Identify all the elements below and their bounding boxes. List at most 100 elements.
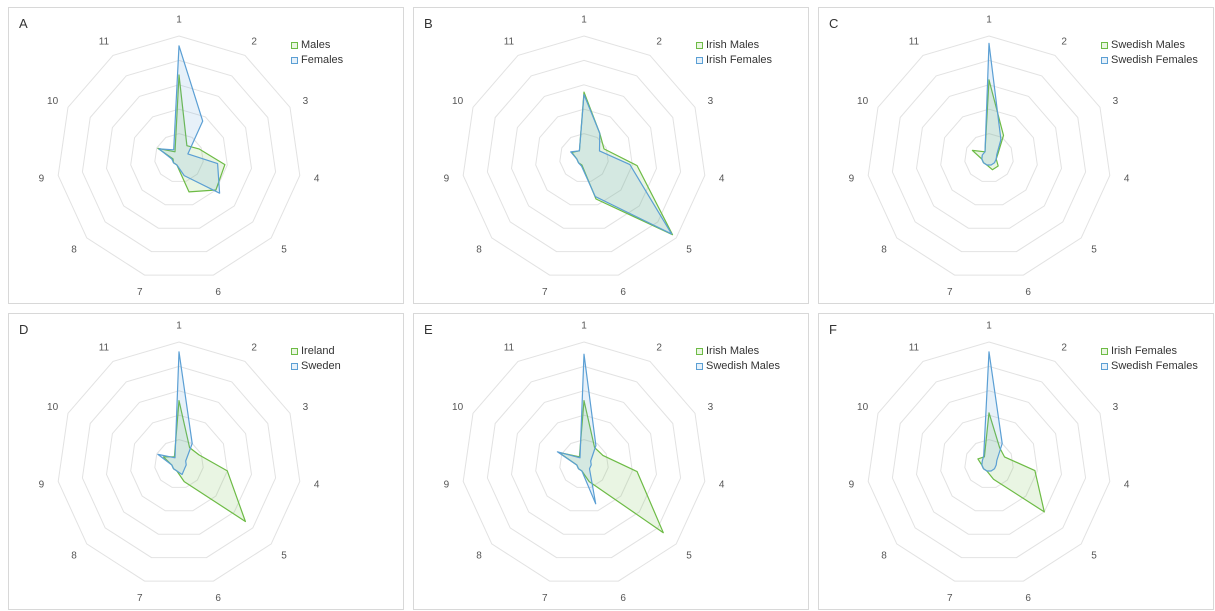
axis-label-4: 4 bbox=[1124, 173, 1130, 184]
legend-swatch bbox=[1101, 42, 1108, 49]
legend-swatch bbox=[696, 363, 703, 370]
series-1-area bbox=[977, 412, 1045, 513]
grid-ring bbox=[940, 414, 1038, 512]
legend-swatch bbox=[291, 42, 298, 49]
axis-label-1: 1 bbox=[176, 15, 182, 26]
axis-label-9: 9 bbox=[849, 479, 855, 490]
axis-label-5: 5 bbox=[1091, 245, 1097, 256]
axis-label-3: 3 bbox=[708, 96, 714, 107]
panel-letter: A bbox=[19, 16, 28, 31]
axis-label-6: 6 bbox=[620, 287, 626, 298]
axis-label-8: 8 bbox=[476, 551, 482, 562]
axis-label-2: 2 bbox=[1061, 343, 1067, 354]
grid-ring bbox=[510, 84, 658, 229]
panel-letter: F bbox=[829, 322, 837, 337]
radar-chart: 1 2 3 4 5 6 7 8 9 10 11 bbox=[444, 15, 725, 298]
axis-label-8: 8 bbox=[71, 551, 77, 562]
radar-panel-a: A 1 2 3 4 5 6 7 8 9 10 11 Males Females bbox=[8, 7, 404, 304]
radar-chart: 1 2 3 4 5 6 7 8 9 10 11 bbox=[849, 321, 1130, 604]
axis-label-3: 3 bbox=[303, 96, 309, 107]
axis-label-10: 10 bbox=[857, 402, 869, 413]
axis-label-2: 2 bbox=[656, 343, 662, 354]
legend-label: Irish Males bbox=[706, 39, 760, 51]
legend: Males Females bbox=[291, 38, 343, 68]
axis-label-2: 2 bbox=[656, 37, 662, 48]
series-1-area bbox=[162, 399, 246, 523]
grid-ring bbox=[486, 59, 682, 253]
legend-swatch bbox=[696, 348, 703, 355]
axis-label-11: 11 bbox=[909, 37, 920, 48]
axis-label-1: 1 bbox=[986, 321, 992, 332]
radar-panel-b: B 1 2 3 4 5 6 7 8 9 10 11 Irish Males Irish Females bbox=[413, 7, 809, 304]
axis-label-8: 8 bbox=[881, 551, 887, 562]
panel-letter: E bbox=[424, 322, 433, 337]
radar-panel-e: E 1 2 3 4 5 6 7 8 9 10 11 Irish Males Swedish Males bbox=[413, 313, 809, 610]
legend: Irish Males Irish Females bbox=[696, 38, 772, 68]
legend-item: Swedish Males bbox=[696, 359, 780, 374]
legend-item: Irish Females bbox=[1101, 344, 1198, 359]
legend-item: Irish Females bbox=[696, 53, 772, 68]
axis-label-11: 11 bbox=[504, 343, 515, 354]
grid-ring bbox=[891, 365, 1087, 559]
grid-ring bbox=[867, 341, 1111, 582]
axis-label-4: 4 bbox=[1124, 479, 1130, 490]
legend-item: Swedish Females bbox=[1101, 359, 1198, 374]
axis-label-7: 7 bbox=[542, 287, 548, 298]
axis-label-6: 6 bbox=[1025, 287, 1031, 298]
axis-label-6: 6 bbox=[620, 593, 626, 604]
series-2-area bbox=[570, 93, 673, 235]
grid-ring bbox=[57, 341, 301, 582]
legend-swatch bbox=[291, 57, 298, 64]
axis-label-9: 9 bbox=[39, 173, 45, 184]
grid-ring bbox=[535, 108, 633, 206]
axis-label-2: 2 bbox=[251, 343, 257, 354]
legend-swatch bbox=[696, 57, 703, 64]
axis-label-1: 1 bbox=[581, 15, 587, 26]
axis-label-7: 7 bbox=[947, 287, 953, 298]
legend-item: Sweden bbox=[291, 359, 341, 374]
legend-item: Females bbox=[291, 53, 343, 68]
grid-ring bbox=[535, 414, 633, 512]
legend-label: Irish Females bbox=[1111, 345, 1178, 357]
axis-label-5: 5 bbox=[281, 245, 287, 256]
legend-label: Males bbox=[301, 39, 331, 51]
grid-ring bbox=[462, 341, 706, 582]
legend-label: Ireland bbox=[301, 345, 335, 357]
axis-label-5: 5 bbox=[281, 551, 287, 562]
legend-swatch bbox=[1101, 57, 1108, 64]
legend-label: Swedish Males bbox=[1111, 39, 1185, 51]
axis-label-4: 4 bbox=[719, 173, 725, 184]
axis-label-5: 5 bbox=[686, 245, 692, 256]
axis-label-4: 4 bbox=[719, 479, 725, 490]
axis-label-2: 2 bbox=[1061, 37, 1067, 48]
grid-ring bbox=[81, 59, 277, 253]
axis-label-3: 3 bbox=[303, 402, 309, 413]
axis-label-11: 11 bbox=[99, 343, 110, 354]
axis-label-11: 11 bbox=[909, 343, 920, 354]
grid-ring bbox=[940, 108, 1038, 206]
axis-label-1: 1 bbox=[581, 321, 587, 332]
legend-swatch bbox=[696, 42, 703, 49]
legend-swatch bbox=[1101, 363, 1108, 370]
grid-ring bbox=[964, 439, 1014, 488]
axis-label-10: 10 bbox=[47, 96, 59, 107]
grid-ring bbox=[462, 35, 706, 276]
grid-ring bbox=[81, 365, 277, 559]
axis-label-9: 9 bbox=[39, 479, 45, 490]
grid-ring bbox=[867, 35, 1111, 276]
panel-letter: C bbox=[829, 16, 839, 31]
axis-label-1: 1 bbox=[176, 321, 182, 332]
axis-label-7: 7 bbox=[542, 593, 548, 604]
grid-ring bbox=[559, 133, 609, 182]
legend-swatch bbox=[1101, 348, 1108, 355]
axis-label-7: 7 bbox=[137, 593, 143, 604]
series-1-area bbox=[557, 399, 664, 534]
legend: Irish Females Swedish Females bbox=[1101, 344, 1198, 374]
legend-label: Swedish Males bbox=[706, 360, 780, 372]
axis-label-6: 6 bbox=[215, 593, 221, 604]
axis-label-1: 1 bbox=[986, 15, 992, 26]
axis-label-10: 10 bbox=[857, 96, 869, 107]
grid-ring bbox=[486, 365, 682, 559]
axis-label-3: 3 bbox=[708, 402, 714, 413]
grid-ring bbox=[130, 414, 228, 512]
